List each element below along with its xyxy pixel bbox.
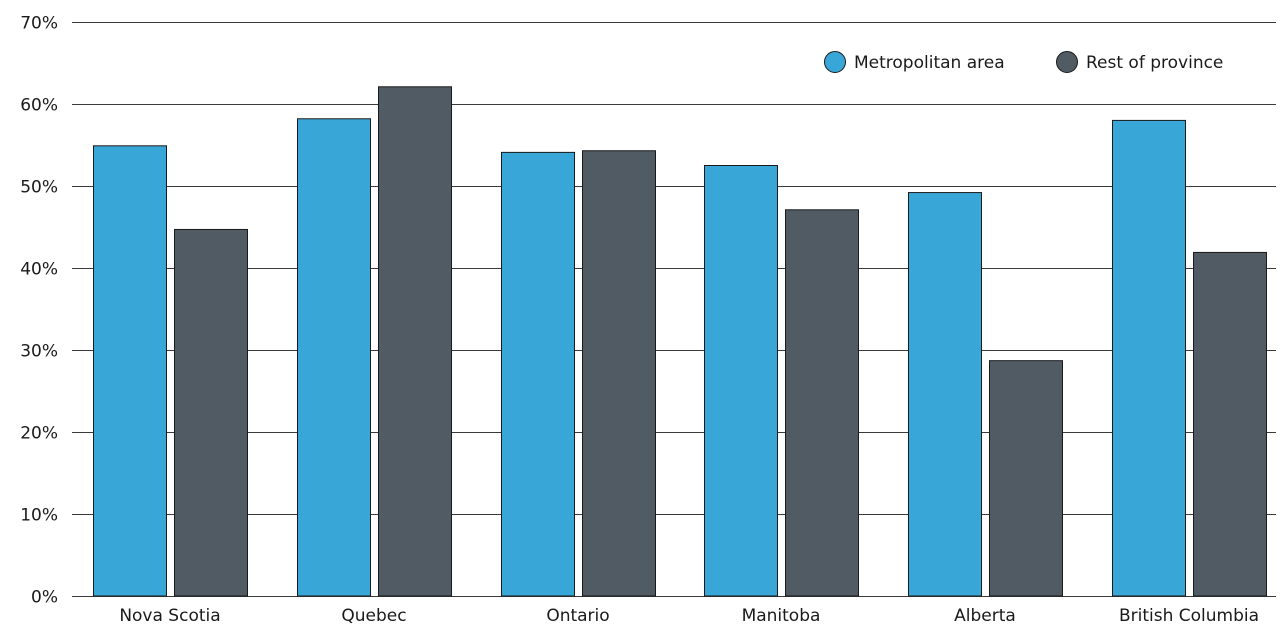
legend-swatch (824, 51, 846, 73)
bar-metropolitan-british-columbia (1112, 119, 1186, 597)
bar-metropolitan-alberta (908, 192, 982, 597)
bar-rest-of-province-nova-scotia (174, 228, 248, 597)
bar-metropolitan-ontario (501, 151, 575, 597)
bar-metropolitan-quebec (297, 118, 371, 597)
bar-rest-of-province-ontario (582, 150, 656, 597)
grid-lines (72, 22, 1276, 597)
y-tick-label: 50% (20, 178, 58, 198)
x-category-label: Quebec (341, 606, 406, 626)
y-axis-ticks: 0% 10% 20% 30% 40% 50% 60% 70% (20, 14, 58, 608)
bar-metropolitan-manitoba (704, 165, 778, 597)
y-tick-label: 60% (20, 96, 58, 116)
x-category-label: Nova Scotia (119, 606, 220, 626)
x-axis-labels: Nova Scotia Quebec Ontario Manitoba Alberta B… (119, 606, 1259, 626)
legend-label: Metropolitan area (854, 53, 1005, 73)
x-category-label: Alberta (954, 606, 1016, 626)
bar-rest-of-province-quebec (378, 86, 452, 597)
bar-rest-of-province-alberta (989, 360, 1063, 597)
x-category-label: Manitoba (742, 606, 821, 626)
y-tick-label: 20% (20, 424, 58, 444)
x-category-label: British Columbia (1119, 606, 1259, 626)
legend-swatch (1056, 51, 1078, 73)
bars (93, 86, 1267, 597)
legend-label: Rest of province (1086, 53, 1223, 73)
y-tick-label: 40% (20, 260, 58, 280)
y-tick-label: 0% (31, 588, 58, 608)
y-tick-label: 10% (20, 506, 58, 526)
x-category-label: Ontario (546, 606, 609, 626)
bar-metropolitan-nova-scotia (93, 145, 167, 597)
y-tick-label: 70% (20, 14, 58, 34)
y-tick-label: 30% (20, 342, 58, 362)
legend: Metropolitan area Rest of province (824, 51, 1223, 73)
bar-rest-of-province-manitoba (785, 209, 859, 597)
bar-rest-of-province-british-columbia (1193, 251, 1267, 597)
